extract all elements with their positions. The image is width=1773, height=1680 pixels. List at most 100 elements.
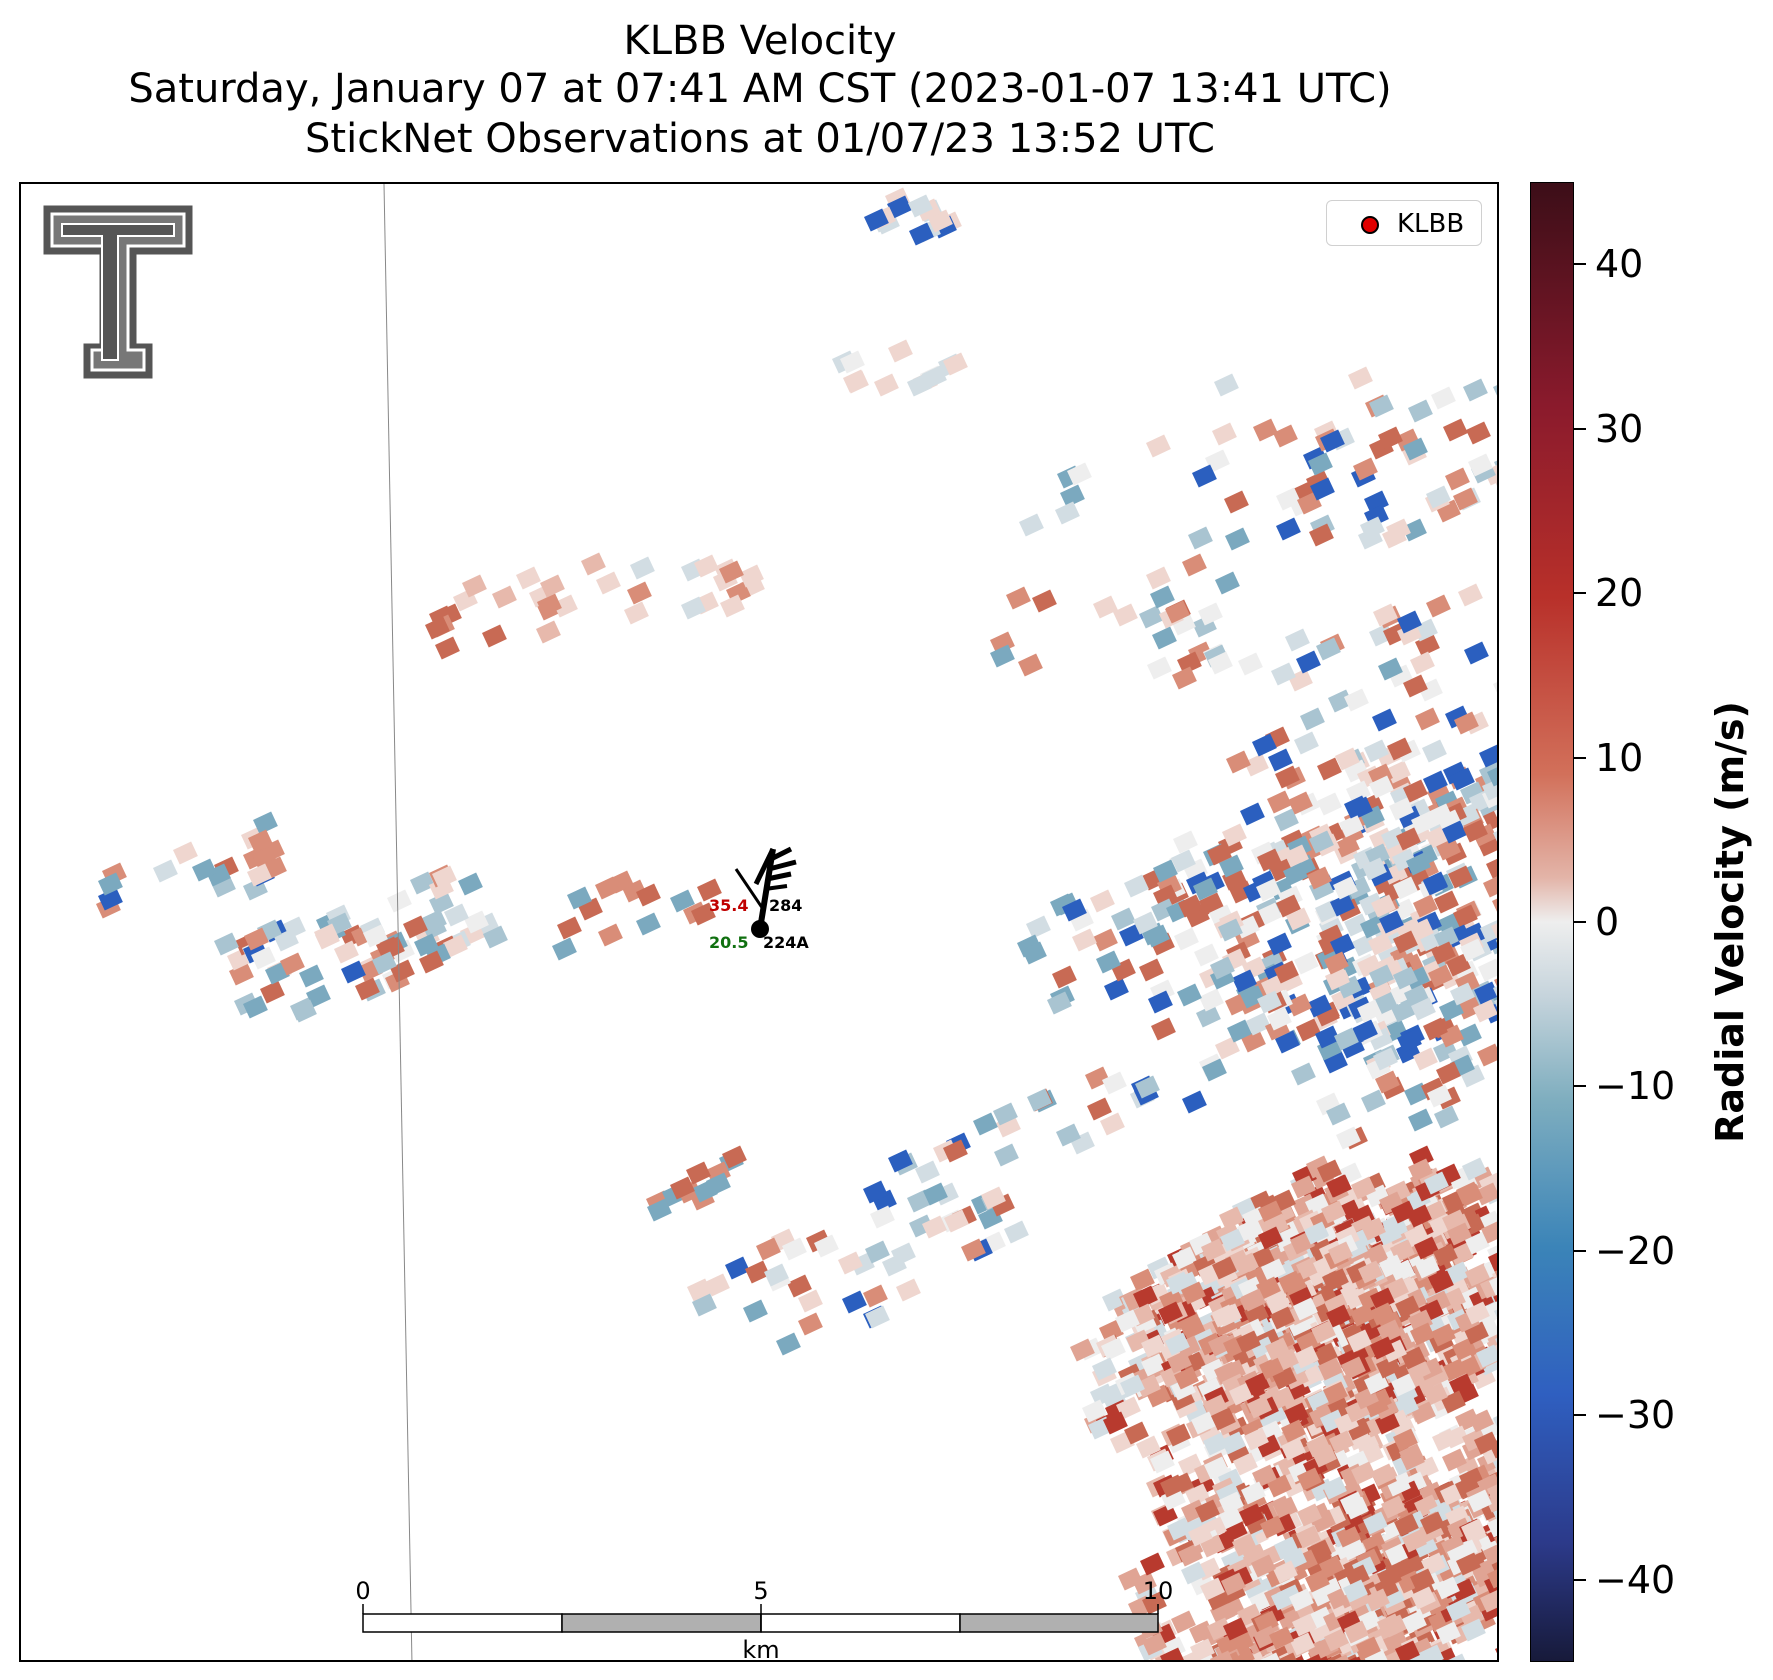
velocity-pixel — [1369, 775, 1394, 799]
velocity-pixel — [1224, 490, 1249, 514]
velocity-pixel — [1219, 1491, 1244, 1515]
velocity-pixel — [1241, 1288, 1266, 1312]
velocity-pixel — [305, 984, 331, 1008]
velocity-pixel — [1436, 1621, 1461, 1645]
velocity-pixel — [1320, 429, 1345, 453]
velocity-pixel — [1473, 999, 1497, 1023]
legend-label: KLBB — [1397, 209, 1465, 239]
velocity-pixel — [1448, 865, 1473, 889]
velocity-pixel — [1408, 1158, 1433, 1182]
velocity-pixel — [1379, 1254, 1404, 1278]
velocity-pixel — [1237, 1218, 1262, 1242]
velocity-pixel — [341, 960, 366, 984]
velocity-pixel — [1446, 1598, 1471, 1622]
velocity-pixel — [1391, 1373, 1416, 1397]
velocity-pixel — [1460, 938, 1485, 962]
velocity-pixel — [1274, 808, 1299, 832]
velocity-pixel — [1252, 733, 1277, 757]
velocity-pixel — [1153, 859, 1178, 883]
velocity-pixel — [960, 1238, 986, 1262]
velocity-pixel — [1267, 790, 1292, 814]
velocity-pixel — [1062, 898, 1087, 922]
map-title: KLBB Velocity — [623, 18, 897, 64]
velocity-pixel — [1428, 964, 1453, 988]
velocity-pixel — [597, 923, 623, 947]
velocity-pixel — [1413, 894, 1438, 918]
scale-unit: km — [742, 1636, 779, 1662]
velocity-pixel — [1207, 1617, 1232, 1641]
velocity-pixel — [1395, 1640, 1420, 1660]
colorbar-tick-mark — [1574, 1085, 1586, 1088]
velocity-pixel — [1411, 811, 1436, 835]
velocity-pixel — [292, 999, 317, 1023]
velocity-pixel — [1468, 453, 1493, 477]
velocity-pixel — [482, 925, 508, 949]
scale-bar: 0 5 10 km — [355, 1577, 1173, 1662]
velocity-pixel — [1357, 999, 1382, 1023]
velocity-pixel — [1342, 1579, 1368, 1603]
velocity-pixel — [1285, 628, 1310, 652]
velocity-pixel — [414, 933, 439, 957]
velocity-pixel — [1281, 1437, 1306, 1461]
velocity-pixel — [462, 574, 487, 598]
velocity-colorbar — [1530, 182, 1574, 1662]
velocity-pixel — [551, 937, 577, 961]
velocity-pixel — [1200, 1577, 1225, 1601]
velocity-pixel — [1373, 603, 1398, 627]
velocity-pixel — [1102, 1071, 1127, 1095]
velocity-pixel — [1362, 857, 1387, 881]
velocity-pixel — [1328, 689, 1353, 713]
velocity-pixel — [719, 594, 745, 618]
velocity-pixel — [1257, 990, 1282, 1014]
velocity-pixel — [581, 552, 606, 576]
velocity-pixel — [1026, 915, 1051, 939]
velocity-pixel — [724, 1256, 750, 1280]
radar-site-marker-icon — [1361, 216, 1379, 234]
velocity-field — [96, 187, 1497, 1660]
velocity-pixel — [705, 1172, 731, 1196]
velocity-pixel — [1006, 586, 1031, 610]
velocity-pixel — [1399, 1443, 1424, 1467]
radar-map[interactable]: 35.4 284 20.5 224A 0 5 10 km — [19, 182, 1499, 1662]
velocity-pixel — [1241, 1481, 1266, 1505]
velocity-pixel — [1234, 1252, 1259, 1276]
velocity-pixel — [1214, 373, 1239, 397]
velocity-pixel — [1283, 862, 1308, 886]
velocity-pixel — [1190, 1638, 1215, 1660]
velocity-pixel — [1474, 981, 1497, 1005]
map-subtitle-time: Saturday, January 07 at 07:41 AM CST (20… — [128, 66, 1392, 112]
velocity-pixel — [1377, 1319, 1402, 1343]
velocity-pixel — [1467, 1489, 1492, 1513]
velocity-pixel — [1304, 1221, 1329, 1245]
velocity-pixel — [1408, 399, 1433, 423]
velocity-pixel — [1215, 571, 1240, 595]
velocity-pixel — [251, 946, 276, 970]
velocity-pixel — [1027, 1088, 1052, 1112]
velocity-pixel — [1300, 707, 1325, 731]
velocity-pixel — [1124, 874, 1149, 898]
velocity-pixel — [1256, 1276, 1281, 1300]
velocity-pixel — [1431, 1323, 1456, 1347]
velocity-pixel — [1316, 637, 1341, 661]
velocity-pixel — [1140, 1552, 1165, 1576]
velocity-pixel — [1273, 1560, 1298, 1584]
velocity-pixel — [1268, 748, 1293, 772]
sticknet-station-224A[interactable]: 35.4 284 20.5 224A — [709, 846, 809, 952]
velocity-pixel — [1225, 527, 1250, 551]
velocity-pixel — [691, 1293, 717, 1317]
velocity-pixel — [457, 872, 483, 896]
velocity-pixel — [1287, 993, 1312, 1017]
velocity-pixel — [243, 995, 268, 1019]
velocity-pixel — [1315, 1025, 1340, 1049]
velocity-pixel — [1442, 1358, 1467, 1382]
velocity-pixel — [1312, 1444, 1337, 1468]
velocity-pixel — [1309, 830, 1334, 854]
velocity-pixel — [1269, 1306, 1295, 1330]
velocity-pixel — [1181, 1281, 1206, 1305]
velocity-pixel — [1318, 1357, 1343, 1381]
velocity-pixel — [915, 1160, 940, 1184]
map-legend: KLBB — [1326, 200, 1482, 246]
velocity-pixel — [697, 878, 722, 902]
velocity-pixel — [1344, 913, 1369, 937]
colorbar-tick-mark — [1574, 263, 1586, 266]
